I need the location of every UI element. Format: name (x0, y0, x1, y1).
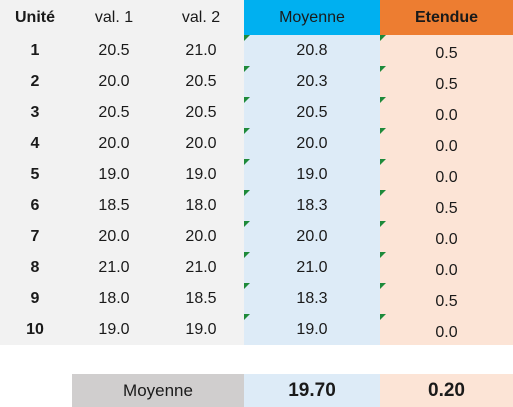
cell-val1-row-10[interactable]: 19.0 (70, 314, 158, 345)
cell-unit-row-1[interactable]: 1 (0, 35, 70, 66)
cell-range-row-5[interactable]: 0.0 (380, 159, 513, 190)
cell-unit-row-8[interactable]: 8 (0, 252, 70, 283)
cell-unit-row-2[interactable]: 2 (0, 66, 70, 97)
cell-mean-row-4[interactable]: 20.0 (244, 128, 380, 159)
cell-mean-row-10[interactable]: 19.0 (244, 314, 380, 345)
cell-mean-row-6[interactable]: 18.3 (244, 190, 380, 221)
cell-range-row-7[interactable]: 0.0 (380, 221, 513, 252)
cell-val2-row-7[interactable]: 20.0 (158, 221, 244, 252)
cell-val2-row-1[interactable]: 21.0 (158, 35, 244, 66)
cell-mean-row-3[interactable]: 20.5 (244, 97, 380, 128)
summary-mean[interactable]: 19.70 (244, 374, 380, 407)
cell-unit-row-10[interactable]: 10 (0, 314, 70, 345)
cell-unit-row-6[interactable]: 6 (0, 190, 70, 221)
cell-val1-row-9[interactable]: 18.0 (70, 283, 158, 314)
cell-mean-row-5[interactable]: 19.0 (244, 159, 380, 190)
cell-range-row-1[interactable]: 0.5 (380, 35, 513, 66)
header-val2[interactable]: val. 2 (158, 0, 244, 35)
cell-unit-row-3[interactable]: 3 (0, 97, 70, 128)
cell-val1-row-4[interactable]: 20.0 (70, 128, 158, 159)
header-range[interactable]: Etendue (380, 0, 513, 35)
header-val1[interactable]: val. 1 (70, 0, 158, 35)
cell-val1-row-7[interactable]: 20.0 (70, 221, 158, 252)
cell-val1-row-2[interactable]: 20.0 (70, 66, 158, 97)
cell-val1-row-8[interactable]: 21.0 (70, 252, 158, 283)
summary-range[interactable]: 0.20 (380, 374, 513, 407)
header-mean[interactable]: Moyenne (244, 0, 380, 35)
cell-unit-row-4[interactable]: 4 (0, 128, 70, 159)
cell-mean-row-7[interactable]: 20.0 (244, 221, 380, 252)
cell-val2-row-4[interactable]: 20.0 (158, 128, 244, 159)
cell-unit-row-5[interactable]: 5 (0, 159, 70, 190)
cell-mean-row-9[interactable]: 18.3 (244, 283, 380, 314)
cell-range-row-9[interactable]: 0.5 (380, 283, 513, 314)
cell-range-row-2[interactable]: 0.5 (380, 66, 513, 97)
cell-val1-row-3[interactable]: 20.5 (70, 97, 158, 128)
cell-mean-row-8[interactable]: 21.0 (244, 252, 380, 283)
cell-val2-row-9[interactable]: 18.5 (158, 283, 244, 314)
cell-val2-row-6[interactable]: 18.0 (158, 190, 244, 221)
cell-val2-row-3[interactable]: 20.5 (158, 97, 244, 128)
cell-val2-row-2[interactable]: 20.5 (158, 66, 244, 97)
cell-mean-row-2[interactable]: 20.3 (244, 66, 380, 97)
cell-val2-row-10[interactable]: 19.0 (158, 314, 244, 345)
cell-val1-row-5[interactable]: 19.0 (70, 159, 158, 190)
cell-range-row-4[interactable]: 0.0 (380, 128, 513, 159)
cell-val1-row-1[interactable]: 20.5 (70, 35, 158, 66)
cell-mean-row-1[interactable]: 20.8 (244, 35, 380, 66)
cell-range-row-10[interactable]: 0.0 (380, 314, 513, 345)
header-unit[interactable]: Unité (0, 0, 70, 35)
cell-val2-row-5[interactable]: 19.0 (158, 159, 244, 190)
summary-label[interactable]: Moyenne (72, 374, 244, 407)
cell-val1-row-6[interactable]: 18.5 (70, 190, 158, 221)
cell-val2-row-8[interactable]: 21.0 (158, 252, 244, 283)
cell-range-row-3[interactable]: 0.0 (380, 97, 513, 128)
cell-range-row-6[interactable]: 0.5 (380, 190, 513, 221)
cell-range-row-8[interactable]: 0.0 (380, 252, 513, 283)
cell-unit-row-9[interactable]: 9 (0, 283, 70, 314)
cell-unit-row-7[interactable]: 7 (0, 221, 70, 252)
